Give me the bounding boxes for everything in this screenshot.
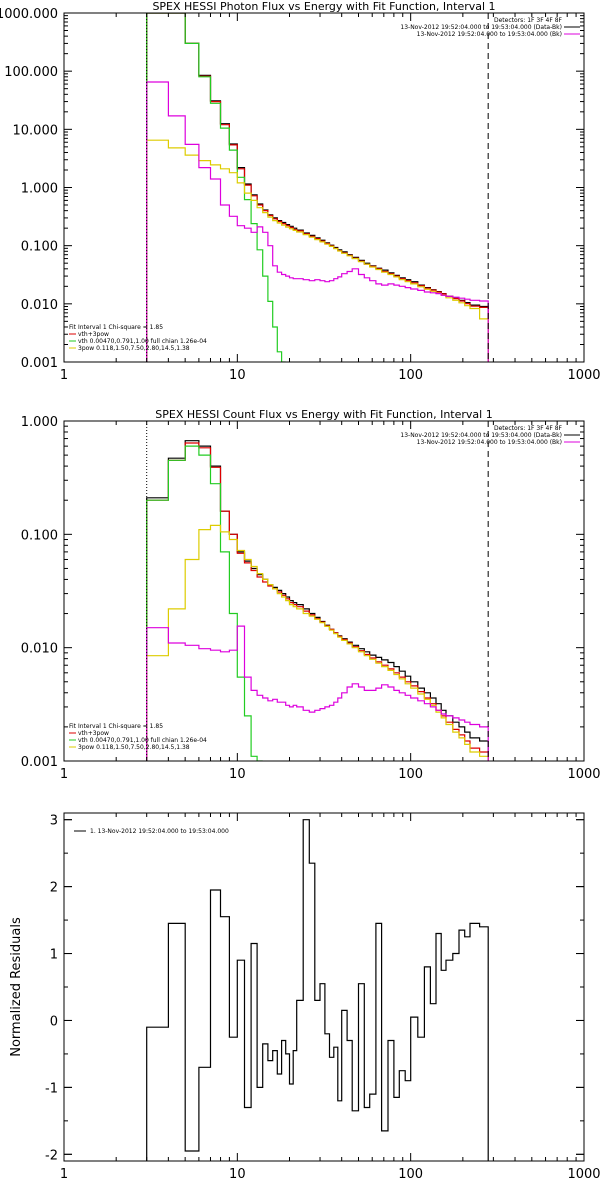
y-tick-label: 0.100: [21, 240, 58, 255]
y-tick-label: 1: [50, 948, 58, 963]
legend: Fit Interval 1 Chi-square = 1.85vth+3pow…: [69, 723, 207, 751]
interval-label-bk: 13-Nov-2012 19:52:04.000 to 19:53:04.000…: [417, 439, 562, 446]
series-bk: [146, 81, 489, 362]
detectors-label: Detectors: 1F 3F 4F 8F: [494, 17, 563, 24]
x-tick-label: 1: [60, 368, 68, 383]
x-tick-label: 1000: [567, 368, 600, 383]
plot-frame: [63, 420, 585, 762]
legend-entry: vth 0.00470,0.791,1.00 full chian 1.26e-…: [78, 737, 207, 744]
legend-entry: vth 0.00470,0.791,1.00 full chian 1.26e-…: [78, 338, 207, 345]
chart-title: SPEX HESSI Photon Flux vs Energy with Fi…: [152, 0, 495, 13]
series-3pow: [146, 139, 489, 362]
series-vth: [146, 445, 263, 761]
interval-label-data: 13-Nov-2012 19:52:04.000 to 19:53:04.000…: [400, 24, 562, 31]
series-vth-3pow: [146, 442, 489, 761]
legend-entry: vth+3pow: [78, 331, 109, 338]
y-tick-label: -2: [45, 1148, 58, 1163]
series-vth: [146, 13, 286, 362]
legend: Fit Interval 1 Chi-square = 1.85vth+3pow…: [69, 324, 207, 352]
legend-entry: 3pow 0.118,1.50,7.50,2.80,14.5,1.38: [78, 345, 190, 352]
plot-frame: [63, 12, 585, 363]
chart-1: SPEX HESSI Photon Flux vs Energy with Fi…: [0, 0, 600, 383]
x-tick-label: 1: [60, 1167, 68, 1182]
chart-3: 1 10 100 1000 -2 -1 0 1 2 3 Normalized Residuals 1.…: [9, 812, 600, 1182]
legend: 1. 13-Nov-2012 19:52:04.000 to 19:53:04.…: [74, 828, 229, 835]
y-tick-label: 1.000: [21, 415, 58, 430]
y-axis-label: Normalized Residuals: [9, 917, 24, 1057]
y-tick-label: -1: [45, 1081, 58, 1096]
series-bk: [146, 625, 489, 761]
y-tick-label: 1.000: [21, 182, 58, 197]
y-tick-label: 10.000: [13, 123, 59, 138]
legend-entry: 1. 13-Nov-2012 19:52:04.000 to 19:53:04.…: [90, 828, 229, 835]
series-vth-3pow: [146, 13, 489, 362]
series-3pow: [146, 524, 489, 761]
plot-frame: [63, 812, 585, 1162]
x-tick-label: 10: [229, 1167, 246, 1182]
x-tick-label: 1000: [567, 1167, 600, 1182]
x-tick-label: 10: [229, 767, 246, 782]
x-tick-label: 10: [229, 368, 246, 383]
y-tick-label: 3: [50, 814, 58, 829]
legend-entry: 3pow 0.118,1.50,7.50,2.80,14.5,1.38: [78, 744, 190, 751]
x-tick-label: 1: [60, 767, 68, 782]
series-data-bk: [146, 440, 489, 761]
x-tick-label: 100: [398, 368, 423, 383]
chart-2: SPEX HESSI Count Flux vs Energy with Fit…: [21, 408, 600, 782]
y-tick-label: 0.100: [21, 528, 58, 543]
legend-entry: vth+3pow: [78, 730, 109, 737]
interval-label-data: 13-Nov-2012 19:52:04.000 to 19:53:04.000…: [400, 432, 562, 439]
interval-label-bk: 13-Nov-2012 19:52:04.000 to 19:53:04.000…: [417, 31, 562, 38]
y-tick-label: 0.010: [21, 642, 58, 657]
x-tick-label: 1000: [567, 767, 600, 782]
fit-summary-label: Fit Interval 1 Chi-square = 1.85: [69, 324, 163, 331]
series-data-bk: [146, 13, 489, 362]
series-residuals: [146, 819, 489, 1161]
y-tick-label: 0: [50, 1014, 58, 1029]
x-tick-label: 100: [398, 1167, 423, 1182]
detectors-label: Detectors: 1F 3F 4F 8F: [494, 425, 563, 432]
y-tick-label: 0.001: [21, 755, 58, 770]
y-tick-label: 100.000: [4, 65, 58, 80]
chart-title: SPEX HESSI Count Flux vs Energy with Fit…: [155, 408, 492, 421]
y-tick-label: 0.001: [21, 356, 58, 371]
fit-summary-label: Fit Interval 1 Chi-square = 1.85: [69, 723, 163, 730]
y-tick-label: 2: [50, 881, 58, 896]
x-tick-label: 100: [398, 767, 423, 782]
y-tick-label: 0.010: [21, 298, 58, 313]
y-tick-label: 1000.000: [0, 7, 58, 22]
